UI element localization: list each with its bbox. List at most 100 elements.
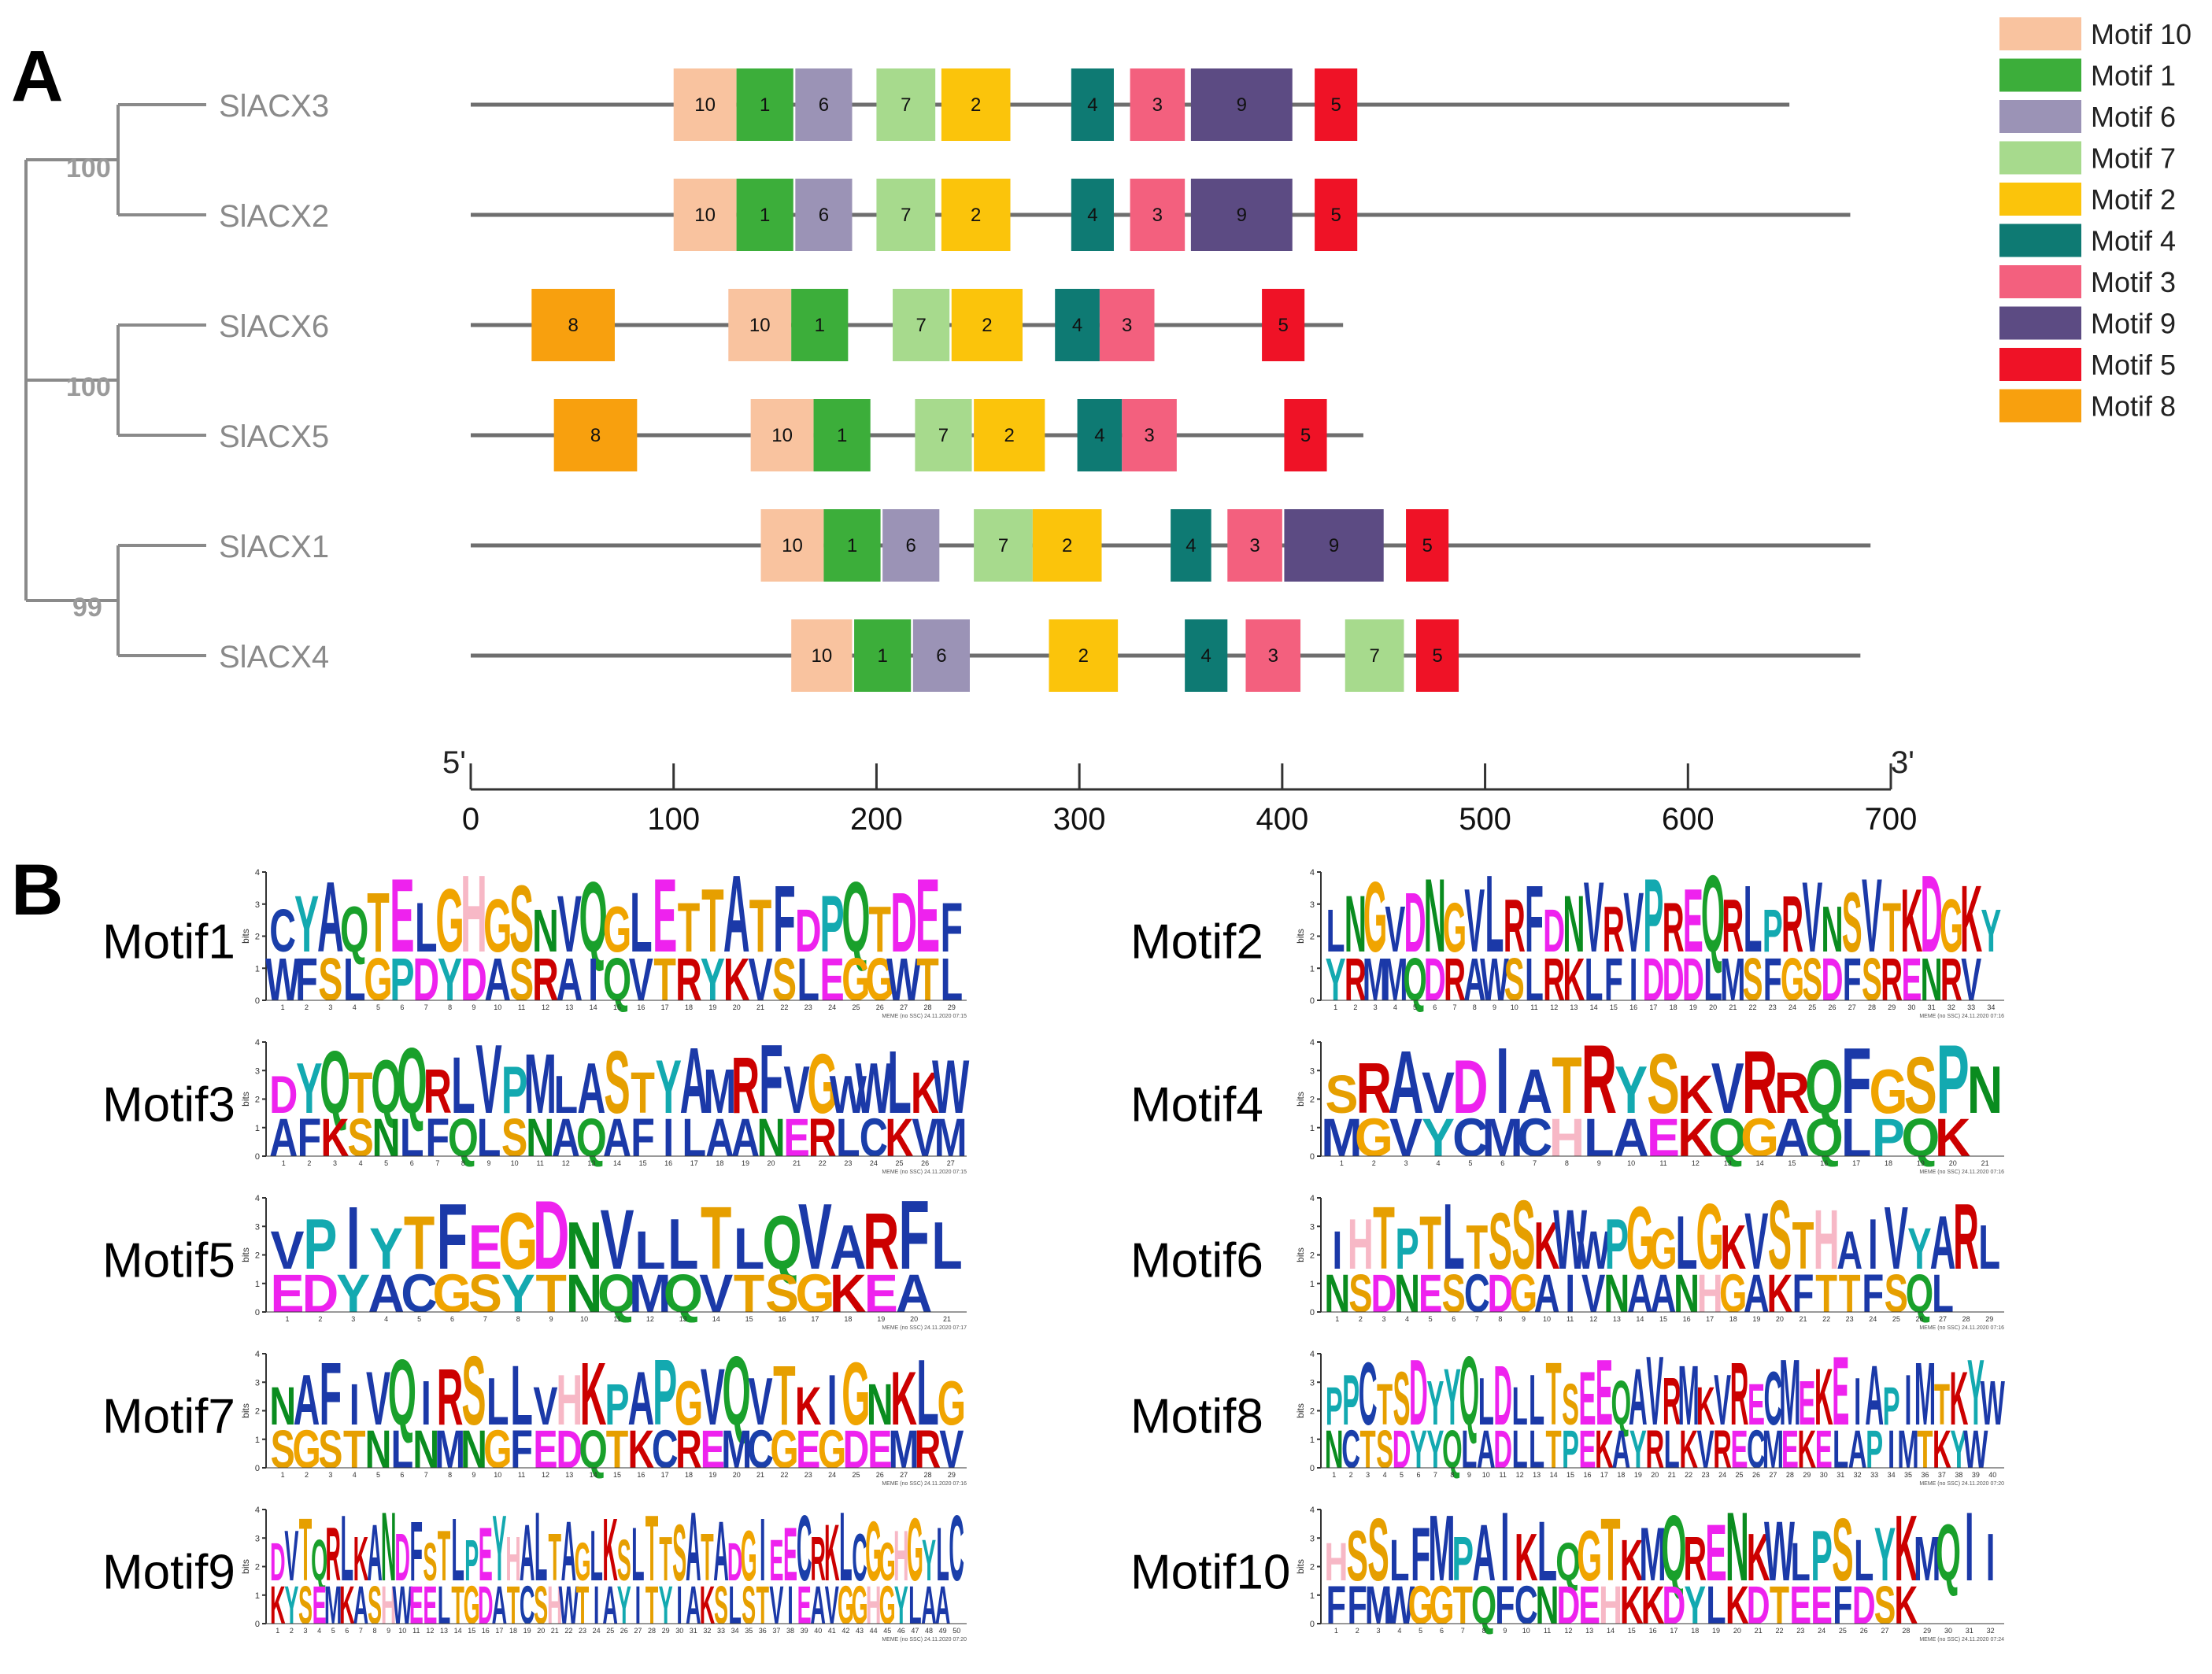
logo-letter: R	[1683, 1525, 1707, 1595]
legend-swatch-motif-9	[1999, 306, 2081, 340]
logo-letter: M	[324, 1576, 342, 1636]
logo-letter: Q	[1805, 1108, 1844, 1168]
logo-letter: I	[594, 1576, 600, 1636]
logo-letter: T	[916, 946, 939, 1014]
logo-letter: S	[318, 1420, 342, 1480]
logo-letter: E	[867, 1420, 892, 1480]
logo-letter: A	[723, 853, 750, 976]
logo-letter: Q	[311, 1528, 327, 1593]
logo-position-number: 1	[281, 1003, 285, 1011]
motif-box-4	[1077, 399, 1123, 471]
logo-letter: A	[577, 1048, 605, 1128]
logo-letter: Q	[1471, 1575, 1496, 1635]
logo-position-number: 15	[745, 1315, 753, 1323]
motif-box-label: 10	[771, 425, 793, 446]
logo-position-number: 19	[523, 1627, 531, 1635]
logo-letter: D	[843, 1420, 870, 1480]
logo-letter: V	[1584, 861, 1604, 973]
logo-letter: M	[1779, 1341, 1800, 1445]
logo-position-number: 5	[1419, 1627, 1422, 1635]
logo-letter: L	[1676, 1200, 1698, 1284]
logo-letter: K	[1534, 1209, 1560, 1284]
logo-position-number: 13	[1613, 1315, 1621, 1323]
logo-axis-label: bits	[240, 1247, 251, 1262]
logo-letter: F	[437, 1185, 468, 1289]
logo-position-number: 30	[675, 1627, 683, 1635]
motif-box-2	[1032, 509, 1102, 582]
logo-axis-label: bits	[240, 1559, 251, 1574]
logo-letter: V	[1697, 1420, 1714, 1480]
logo-letter: L	[590, 1517, 603, 1596]
logo-letter: E	[533, 1420, 557, 1480]
logo-position-number: 27	[634, 1627, 642, 1635]
logo-axis-tick-label: 3	[1310, 1378, 1315, 1388]
logo-position-number: 29	[1803, 1471, 1811, 1479]
logo-position-number: 16	[1649, 1627, 1657, 1635]
logo-axis-tick-label: 3	[255, 1222, 260, 1232]
logo-letter: Q	[1906, 1264, 1933, 1325]
logo-position-number: 11	[518, 1471, 525, 1479]
logo-position-number: 17	[661, 1003, 669, 1011]
logo-position-number: 22	[819, 1159, 827, 1167]
logo-letter: L	[451, 1502, 464, 1600]
logo-letter: M	[1897, 1420, 1918, 1480]
logo-letter: V	[533, 1377, 557, 1436]
logo-axis-tick-label: 0	[255, 996, 260, 1006]
logo-axis-tick-label: 2	[1310, 1563, 1315, 1572]
logo-position-number: 3	[303, 1627, 307, 1635]
logo-position-number: 11	[537, 1159, 544, 1167]
logo-letter: N	[526, 1107, 554, 1167]
logo-letter: R	[1663, 889, 1685, 967]
logo-letter: K	[627, 1420, 654, 1480]
logo-letter: L	[554, 1064, 579, 1124]
logo-letter: D	[478, 1576, 494, 1636]
logo-position-number: 25	[606, 1627, 614, 1635]
logo-letter: C	[949, 1497, 964, 1601]
logo-position-number: 31	[1928, 1003, 1936, 1011]
logo-letter: G	[842, 946, 870, 1014]
logo-letter: L	[797, 946, 819, 1014]
logo-letter: P	[1562, 1420, 1579, 1480]
motif-box-2	[974, 399, 1045, 471]
logo-position-number: 42	[842, 1627, 849, 1635]
logo-position-number: 12	[1516, 1471, 1524, 1479]
logo-position-number: 22	[1749, 1003, 1757, 1011]
logo-letter: W	[886, 946, 921, 1014]
gene-label-slacx1: SlACX1	[219, 530, 329, 564]
motif-box-8	[531, 289, 615, 361]
logo-letter: P	[1936, 1025, 1970, 1134]
logo-position-number: 43	[856, 1627, 864, 1635]
logo-letter: A	[713, 1504, 729, 1599]
logo-position-number: 32	[1987, 1627, 1995, 1635]
logo-letter: I	[1496, 1029, 1509, 1133]
logo-position-number: 28	[1962, 1315, 1970, 1323]
motif-box-label: 4	[1201, 645, 1211, 667]
logo-position-number: 21	[1668, 1471, 1676, 1479]
logo-letter: E	[1748, 1373, 1765, 1438]
logo-position-number: 6	[345, 1627, 349, 1635]
logo-letter: I	[1500, 1491, 1509, 1602]
logo-position-number: 4	[353, 1003, 357, 1011]
logo-letter: W	[855, 1048, 892, 1128]
logo-letter: F	[426, 1107, 450, 1167]
logo-position-number: 3	[1404, 1159, 1408, 1167]
logo-letter: I	[350, 1373, 360, 1437]
logo-position-number: 18	[716, 1159, 723, 1167]
logo-letter: L	[931, 1208, 962, 1283]
logo-letter: D	[1682, 946, 1704, 1014]
logo-letter: M	[1363, 946, 1388, 1014]
logo-letter: T	[536, 1264, 567, 1324]
logo-position-number: 21	[943, 1315, 951, 1323]
legend-swatch-motif-4	[1999, 224, 2081, 257]
logo-letter: P	[1811, 1516, 1833, 1596]
motif-box-4	[1071, 68, 1114, 141]
logo-letter: Y	[1444, 1354, 1461, 1443]
logo-letter: Q	[1459, 1337, 1479, 1446]
motif-box-1	[813, 399, 871, 471]
logo-letter: Y	[1967, 1341, 1985, 1445]
logo-position-number: 13	[565, 1003, 573, 1011]
motif-box-2	[941, 179, 1011, 251]
logo-letter: V	[1581, 1264, 1606, 1325]
logo-position-number: 13	[1533, 1471, 1541, 1479]
logo-letter: V	[1885, 1189, 1908, 1288]
